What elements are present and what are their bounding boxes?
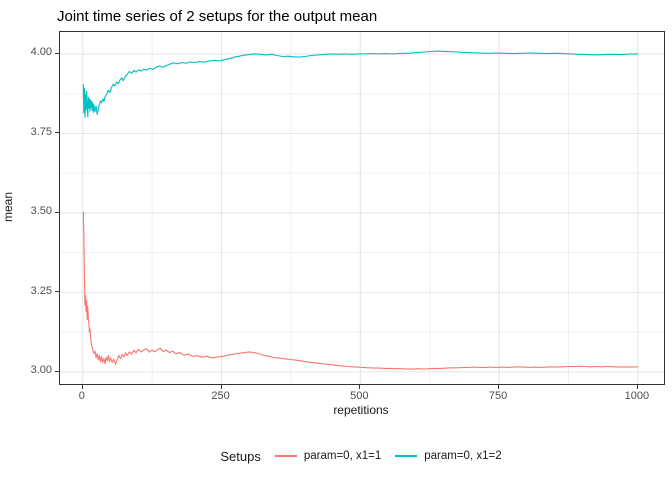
legend-item-label: param=0, x1=2 (424, 450, 502, 462)
plot-canvas (60, 32, 664, 384)
legend-title: Setups (220, 448, 261, 464)
legend-key-line-icon (395, 455, 418, 457)
y-tick-label: 3.00 (30, 364, 52, 377)
x-tick-mark (359, 385, 361, 389)
legend-item-label: param=0, x1=1 (303, 450, 382, 462)
x-tick-label: 500 (350, 390, 369, 402)
x-tick-mark (81, 385, 83, 389)
y-tick-label: 4.00 (30, 46, 52, 59)
x-tick-mark (636, 385, 638, 389)
x-tick-mark (220, 385, 222, 389)
x-tick-label: 750 (488, 390, 508, 402)
y-tick-mark (55, 211, 59, 213)
chart-title: Joint time series of 2 setups for the ou… (57, 8, 378, 25)
y-tick-mark (55, 291, 59, 293)
y-tick-label: 3.75 (30, 125, 52, 138)
x-tick-label: 250 (211, 390, 230, 402)
x-tick-label: 1000 (624, 390, 650, 402)
series-line-1 (82, 211, 638, 370)
y-tick-mark (55, 132, 59, 134)
x-tick-mark (498, 385, 500, 389)
x-axis-title: repetitions (333, 403, 389, 417)
y-tick-mark (55, 370, 59, 372)
y-axis-title: mean (1, 191, 15, 223)
y-tick-mark (55, 52, 59, 54)
y-tick-label: 3.25 (30, 284, 52, 297)
legend-key-line-icon (274, 455, 297, 457)
series-line-2 (82, 50, 638, 119)
y-tick-label: 3.50 (30, 205, 52, 218)
legend-item-1: param=0, x1=1 (274, 450, 382, 462)
legend-item-2: param=0, x1=2 (395, 450, 502, 462)
legend: Setups param=0, x1=1 param=0, x1=2 (59, 444, 663, 468)
x-tick-label: 0 (78, 390, 85, 402)
plot-panel (59, 31, 665, 385)
